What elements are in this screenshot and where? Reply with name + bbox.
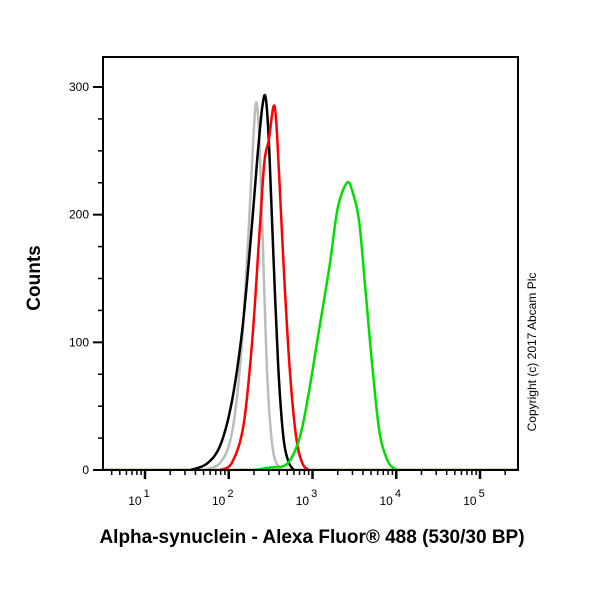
y-axis-ticks: 0 100 200 300 (69, 80, 103, 477)
histogram-curves (103, 93, 518, 472)
series-curve-secondary-antibody-only (219, 104, 310, 472)
y-tick-label: 300 (69, 80, 89, 94)
x-axis-title: Alpha-synuclein - Alexa Fluor® 488 (530/… (99, 527, 524, 548)
series-curve-isotype-control (190, 93, 295, 472)
x-tick-label: 10 3 (296, 488, 317, 508)
x-tick-label: 10 2 (212, 488, 233, 508)
x-tick-label: 10 4 (380, 488, 401, 508)
y-tick-label: 200 (69, 208, 89, 222)
plot-frame (102, 56, 519, 471)
y-tick-label: 0 (82, 463, 89, 477)
series-curve-alpha-synuclein (253, 180, 400, 472)
x-tick-label: 10 1 (128, 488, 149, 508)
y-axis-title: Counts (24, 245, 45, 310)
x-axis-ticks: 10 1 10 2 10 3 10 4 10 5 (110, 470, 506, 508)
x-tick-label: 10 5 (463, 488, 484, 508)
series-curve-unstained-control (202, 101, 285, 472)
copyright-annotation: Copyright (c) 2017 Abcam Plc (525, 273, 539, 432)
y-tick-label: 100 (69, 335, 89, 349)
